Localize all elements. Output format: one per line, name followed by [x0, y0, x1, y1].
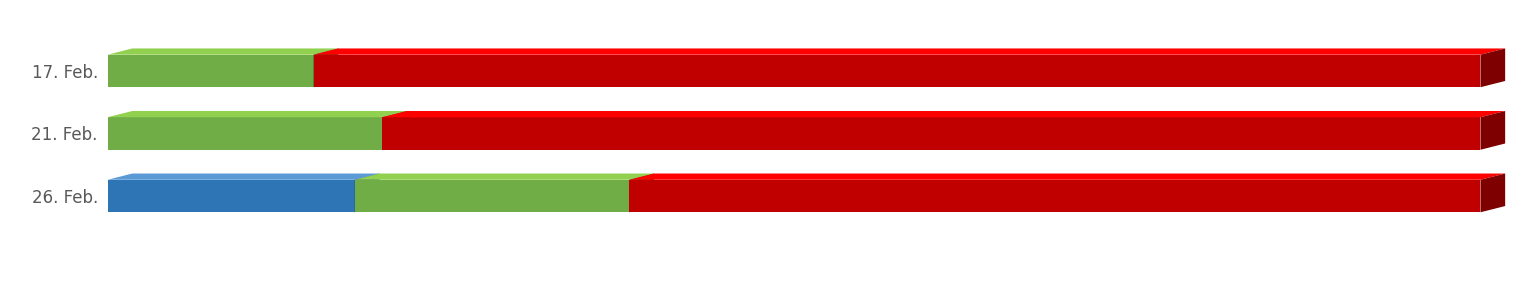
Polygon shape	[108, 117, 383, 150]
Polygon shape	[383, 111, 1505, 117]
Polygon shape	[108, 55, 314, 87]
Polygon shape	[629, 173, 653, 212]
Polygon shape	[383, 117, 1480, 150]
Polygon shape	[314, 55, 1480, 87]
Polygon shape	[1480, 111, 1505, 150]
Polygon shape	[629, 173, 1505, 180]
Polygon shape	[108, 111, 407, 117]
Polygon shape	[1480, 48, 1505, 87]
Polygon shape	[355, 180, 629, 212]
Polygon shape	[108, 173, 380, 180]
Polygon shape	[355, 173, 380, 212]
Polygon shape	[314, 48, 338, 87]
Polygon shape	[355, 173, 653, 180]
Polygon shape	[314, 48, 1505, 55]
Polygon shape	[1480, 173, 1505, 212]
Polygon shape	[108, 180, 355, 212]
Polygon shape	[629, 180, 1480, 212]
Polygon shape	[108, 48, 338, 55]
Polygon shape	[383, 111, 407, 150]
